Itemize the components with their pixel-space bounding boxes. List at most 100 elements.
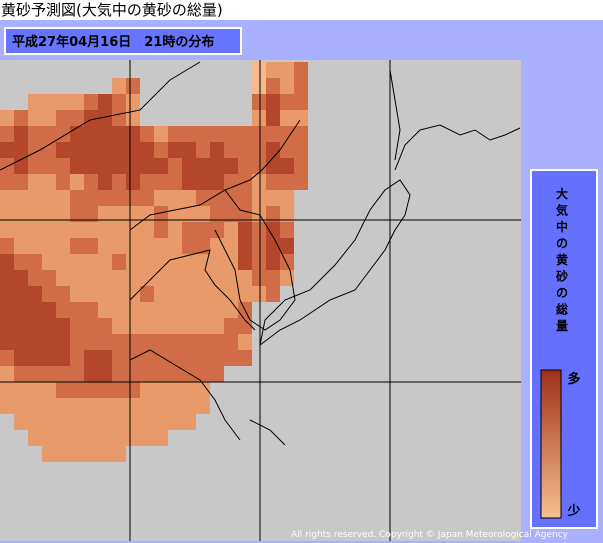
dust-cell: [280, 254, 294, 270]
dust-cell: [140, 334, 154, 350]
dust-cell: [70, 158, 84, 174]
dust-cell: [98, 270, 112, 286]
dust-cell: [154, 238, 168, 254]
dust-cell: [294, 94, 308, 110]
dust-cell: [126, 382, 140, 398]
dust-cell: [168, 366, 182, 382]
dust-cell: [294, 174, 308, 190]
dust-cell: [98, 254, 112, 270]
dust-cell: [112, 78, 126, 94]
dust-cell: [252, 174, 266, 190]
dust-cell: [98, 174, 112, 190]
dust-cell: [210, 126, 224, 142]
dust-cell: [112, 142, 126, 158]
dust-cell: [224, 286, 238, 302]
dust-cell: [56, 190, 70, 206]
legend-low: 少: [566, 503, 580, 519]
dust-cell: [84, 414, 98, 430]
dust-cell: [154, 414, 168, 430]
dust-cell: [210, 318, 224, 334]
dust-cell: [0, 270, 14, 286]
dust-cell: [154, 398, 168, 414]
dust-cell: [252, 270, 266, 286]
dust-cell: [112, 398, 126, 414]
dust-cell: [56, 334, 70, 350]
dust-cell: [28, 222, 42, 238]
dust-cell: [56, 222, 70, 238]
dust-cell: [112, 206, 126, 222]
dust-cell: [70, 398, 84, 414]
dust-cell: [84, 302, 98, 318]
dust-cell: [0, 286, 14, 302]
dust-cell: [70, 334, 84, 350]
dust-cell: [126, 430, 140, 446]
dust-cell: [28, 110, 42, 126]
dust-cell: [112, 158, 126, 174]
dust-cell: [42, 254, 56, 270]
dust-cell: [280, 158, 294, 174]
dust-cell: [70, 270, 84, 286]
dust-cell: [294, 62, 308, 78]
dust-cell: [70, 414, 84, 430]
dust-cell: [14, 238, 28, 254]
dust-cell: [196, 206, 210, 222]
dust-cell: [280, 126, 294, 142]
dust-cell: [42, 206, 56, 222]
dust-cell: [56, 286, 70, 302]
dust-cell: [56, 382, 70, 398]
dust-cell: [266, 270, 280, 286]
dust-cell: [224, 334, 238, 350]
dust-cell: [42, 382, 56, 398]
dust-cell: [0, 302, 14, 318]
dust-cell: [140, 414, 154, 430]
dust-cell: [98, 366, 112, 382]
dust-cell: [56, 142, 70, 158]
dust-cell: [266, 62, 280, 78]
dust-cell: [112, 254, 126, 270]
dust-cell: [210, 142, 224, 158]
dust-cell: [280, 78, 294, 94]
dust-cell: [84, 158, 98, 174]
dust-cell: [112, 446, 126, 462]
dust-cell: [84, 350, 98, 366]
dust-cell: [42, 158, 56, 174]
date-label: 平成27年04月16日 21時の分布: [12, 34, 214, 50]
dust-cell: [294, 158, 308, 174]
dust-cell: [98, 318, 112, 334]
dust-cell: [280, 142, 294, 158]
dust-cell: [70, 206, 84, 222]
dust-cell: [0, 142, 14, 158]
dust-cell: [126, 302, 140, 318]
dust-cell: [112, 382, 126, 398]
dust-cell: [14, 254, 28, 270]
dust-cell: [112, 126, 126, 142]
dust-cell: [238, 254, 252, 270]
dust-cell: [28, 286, 42, 302]
dust-cell: [154, 382, 168, 398]
dust-cell: [224, 222, 238, 238]
dust-cell: [28, 126, 42, 142]
dust-cell: [0, 254, 14, 270]
dust-cell: [266, 142, 280, 158]
dust-cell: [112, 270, 126, 286]
dust-cell: [182, 206, 196, 222]
dust-cell: [112, 318, 126, 334]
dust-cell: [42, 430, 56, 446]
dust-cell: [266, 110, 280, 126]
dust-cell: [266, 286, 280, 302]
dust-cell: [140, 174, 154, 190]
coastlines: [0, 61, 521, 446]
dust-cell: [84, 190, 98, 206]
dust-cell: [210, 206, 224, 222]
dust-cell: [70, 94, 84, 110]
dust-cell: [252, 190, 266, 206]
dust-cell: [266, 206, 280, 222]
dust-cell: [182, 126, 196, 142]
dust-cell: [196, 222, 210, 238]
dust-cell: [168, 174, 182, 190]
dust-cell: [238, 318, 252, 334]
dust-cell: [56, 94, 70, 110]
dust-cell: [112, 174, 126, 190]
dust-cell: [42, 286, 56, 302]
dust-cell: [126, 318, 140, 334]
